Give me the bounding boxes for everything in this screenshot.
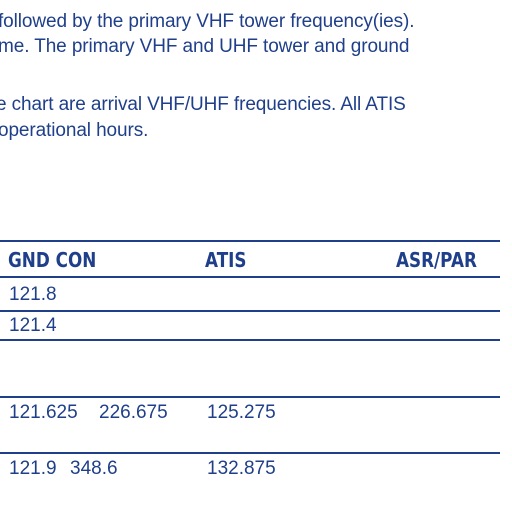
paragraph-line-2: me. The primary VHF and UHF tower and gr… (0, 36, 410, 57)
row-5-gnd: 121.9 (9, 458, 57, 479)
row-4-atis: 125.275 (207, 402, 276, 423)
header-atis: ATIS (205, 248, 247, 272)
header-gnd-con: GND CON (8, 248, 97, 272)
paragraph-line-1: followed by the primary VHF tower freque… (0, 11, 415, 32)
row-4-con: 226.675 (99, 402, 168, 423)
row-4-gnd: 121.625 (9, 402, 78, 423)
row-1-gnd: 121.8 (9, 284, 57, 305)
row-3-rule (0, 396, 500, 398)
row-5-atis: 132.875 (207, 458, 276, 479)
row-5-con: 348.6 (70, 458, 118, 479)
row-2-gnd: 121.4 (9, 315, 57, 336)
paragraph-line-3: e chart are arrival VHF/UHF frequencies.… (0, 94, 406, 115)
row-1-rule (0, 310, 500, 312)
header-asr-par: ASR/PAR (396, 248, 477, 272)
table-top-rule (0, 240, 500, 242)
row-4-rule (0, 452, 500, 454)
header-bottom-rule (0, 276, 500, 278)
row-2-rule (0, 339, 500, 341)
paragraph-line-4: operational hours. (0, 120, 149, 141)
